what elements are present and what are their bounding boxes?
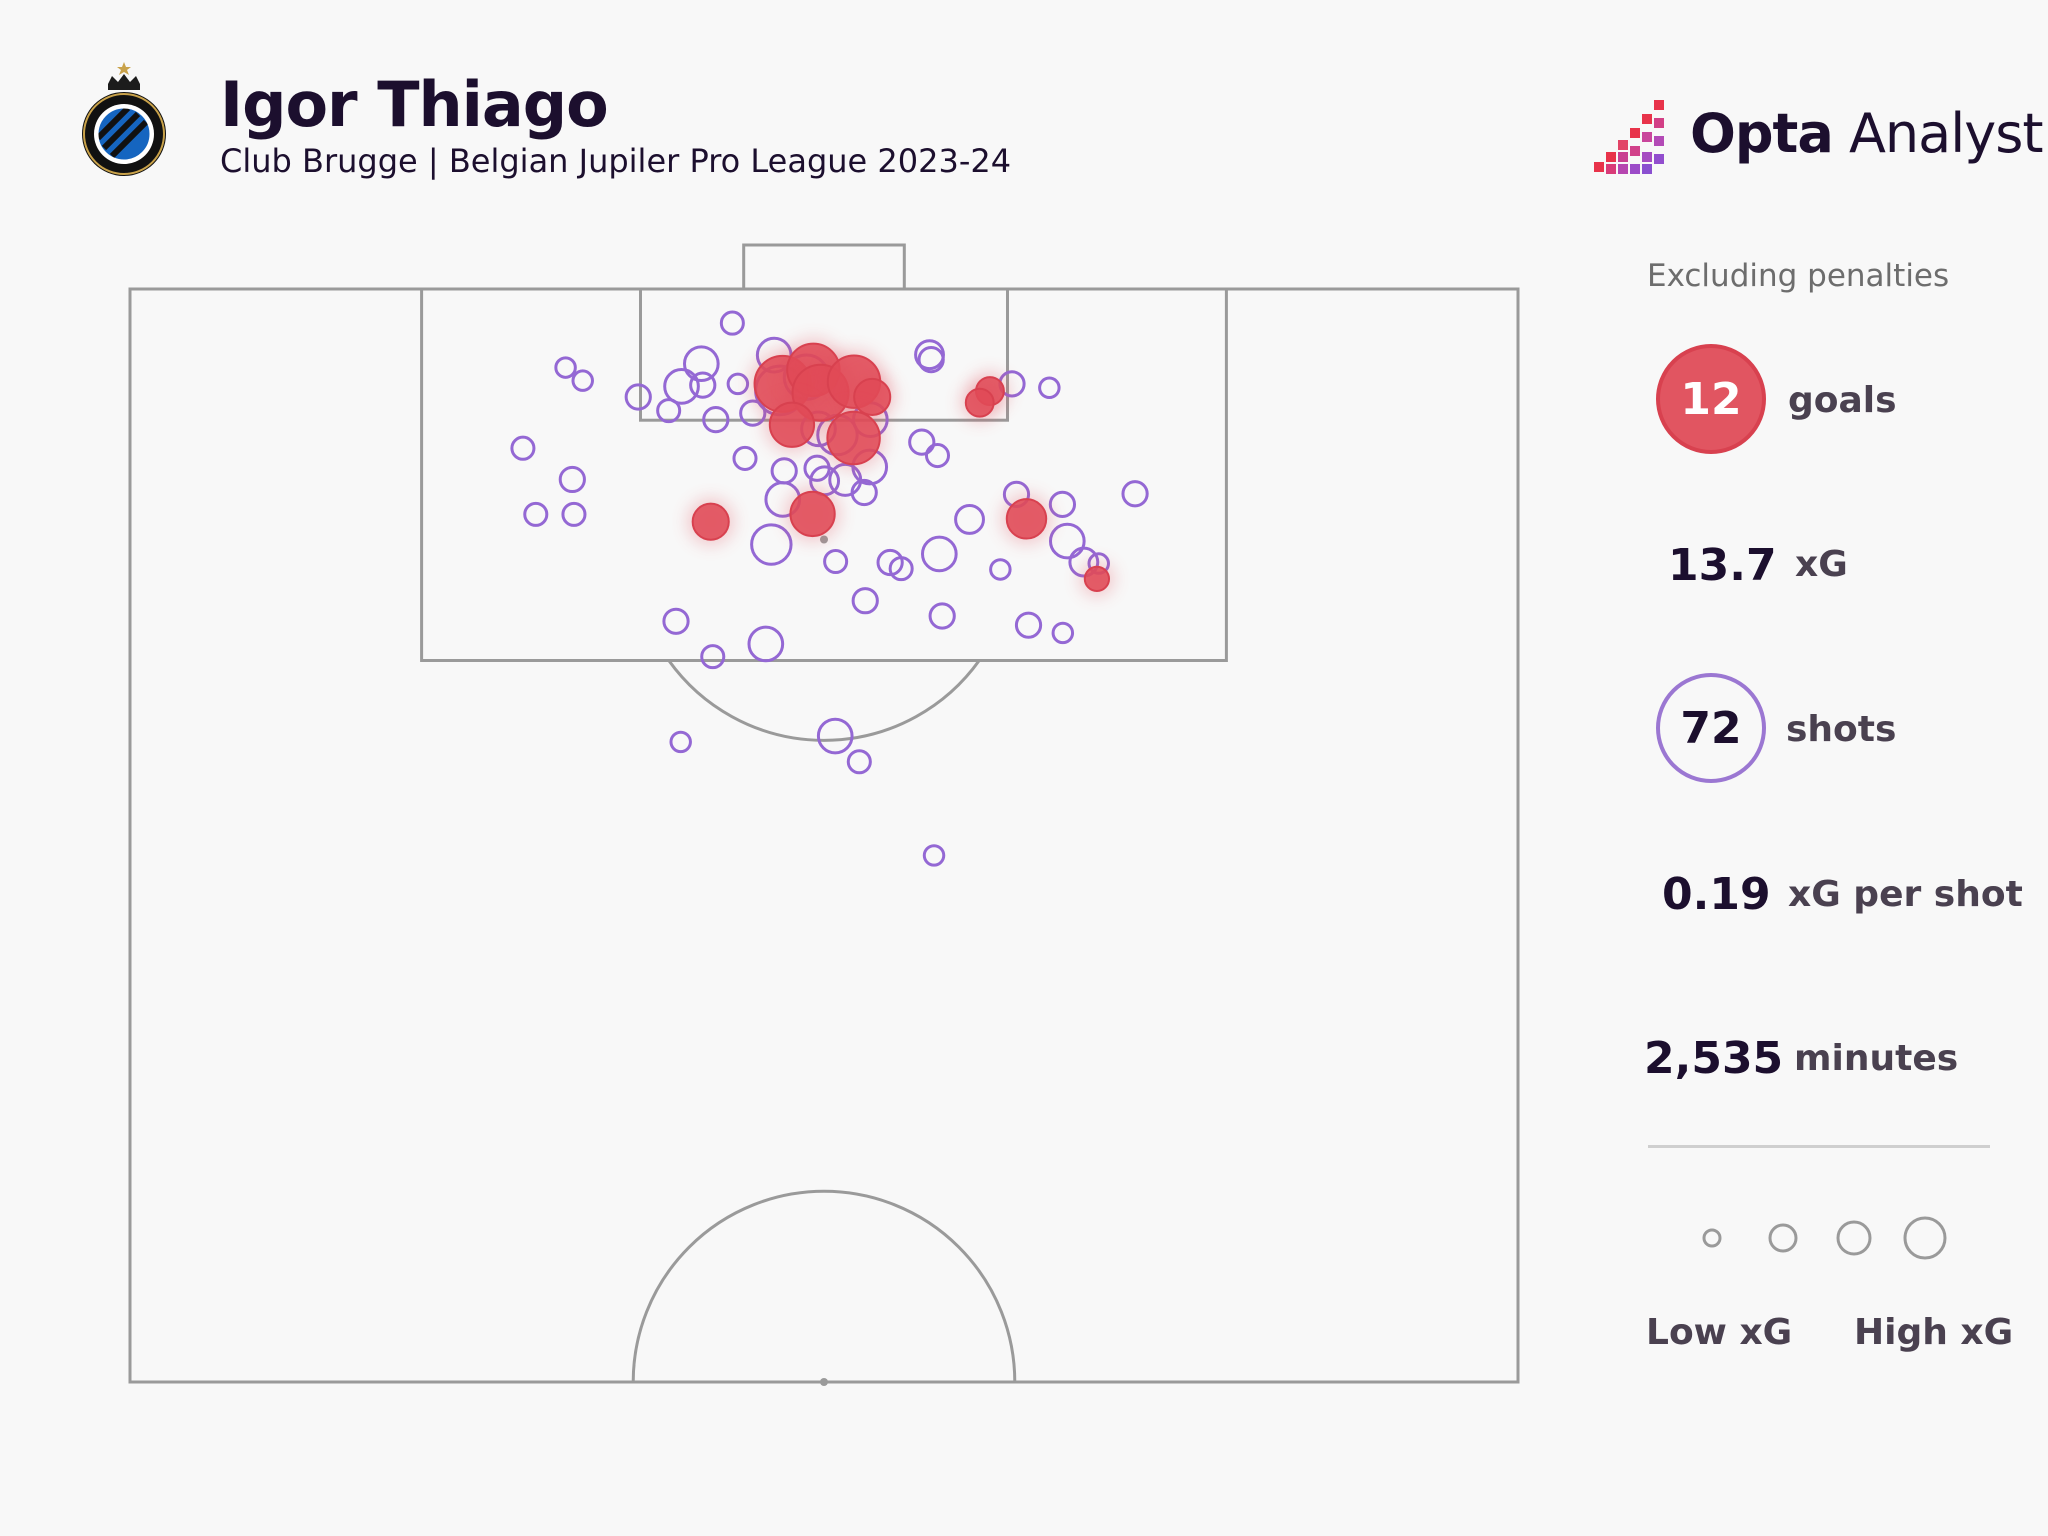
shot-point (846, 749, 872, 775)
shots-layer (510, 310, 1149, 867)
shot-point (662, 607, 690, 635)
goal (742, 243, 906, 291)
shot-point (1014, 611, 1043, 639)
brand-name: Opta Analyst (1690, 102, 2043, 165)
goal-point (1005, 498, 1048, 540)
shot-point (561, 501, 587, 527)
page-title: Igor Thiago (220, 68, 609, 141)
shot-point (656, 398, 682, 424)
shot-point (682, 345, 720, 383)
shot-point (702, 406, 730, 434)
shot-point (732, 445, 758, 471)
legend-high-xg-label: High xG (1854, 1312, 2014, 1353)
shot-point (823, 548, 849, 575)
brand-name-light: Analyst (1832, 102, 2044, 165)
xg-size-legend (1702, 1216, 1947, 1260)
shot-point (700, 644, 726, 670)
legend-circle (1903, 1216, 1947, 1260)
shot-point (558, 465, 586, 494)
opta-analyst-logo: Opta Analyst (1590, 96, 2043, 186)
shot-point (669, 730, 692, 754)
xg-per-shot-value: 0.19 (1662, 869, 1771, 920)
shot-point (989, 558, 1012, 581)
shot-point (851, 587, 879, 615)
xg-label: xG (1795, 544, 1848, 585)
shot-point (928, 602, 956, 630)
shot-point (523, 501, 549, 527)
excluding-penalties-note: Excluding penalties (1647, 258, 1950, 294)
legend-low-xg-label: Low xG (1646, 1312, 1793, 1353)
shot-point (747, 625, 785, 663)
stats-divider (1648, 1145, 1990, 1148)
shot-point (920, 535, 958, 573)
shots-label: shots (1786, 709, 1897, 750)
shots-badge: 72 (1656, 673, 1766, 783)
shot-point (689, 371, 717, 399)
shot-point (750, 523, 793, 566)
shot-point (554, 356, 577, 379)
shot-point (770, 457, 798, 485)
opta-logo-icon (1594, 100, 1664, 174)
goal-point (691, 502, 730, 541)
shot-point (917, 346, 945, 374)
shot-point (726, 372, 750, 396)
shot-point (1048, 490, 1077, 518)
shot-point (922, 844, 946, 867)
shot-point (1121, 480, 1149, 508)
page-subtitle: Club Brugge | Belgian Jupiler Pro League… (220, 142, 1012, 180)
xg-value: 13.7 (1668, 540, 1777, 591)
shot-point (1051, 621, 1075, 645)
shot-point (510, 435, 536, 461)
goal-point (964, 387, 995, 418)
penalty-arc (667, 659, 981, 742)
minutes-label: minutes (1794, 1038, 1959, 1079)
centre-circle (631, 1189, 1017, 1383)
shot-point (1048, 522, 1086, 560)
shot-point (888, 556, 914, 582)
club-brugge-crest-icon (82, 62, 166, 176)
shot-point (924, 443, 951, 469)
goal-point (789, 490, 836, 538)
shot-point (571, 369, 594, 392)
legend-circle (1768, 1223, 1798, 1253)
goals-badge: 12 (1656, 344, 1766, 454)
shot-map (128, 243, 1520, 1386)
brand-name-bold: Opta (1690, 102, 1834, 165)
goal-point (1083, 565, 1111, 592)
shot-point (850, 478, 878, 507)
shot-point (876, 548, 904, 577)
goals-label: goals (1788, 380, 1897, 421)
shot-point (719, 310, 745, 336)
shot-point (739, 399, 767, 427)
legend-circle (1702, 1228, 1722, 1248)
centre-spot (820, 1378, 828, 1386)
pitch-outline (128, 287, 1520, 1384)
shot-point (663, 368, 700, 405)
shot-point (816, 717, 854, 755)
shot-point (624, 383, 652, 411)
goal-point (826, 410, 881, 466)
shot-point (1038, 376, 1061, 400)
shot-point (908, 428, 936, 456)
minutes-value: 2,535 (1644, 1033, 1784, 1084)
xg-per-shot-label: xG per shot (1788, 874, 2023, 915)
shot-point (954, 504, 985, 535)
legend-circle (1836, 1220, 1872, 1256)
goal-point (768, 401, 816, 448)
